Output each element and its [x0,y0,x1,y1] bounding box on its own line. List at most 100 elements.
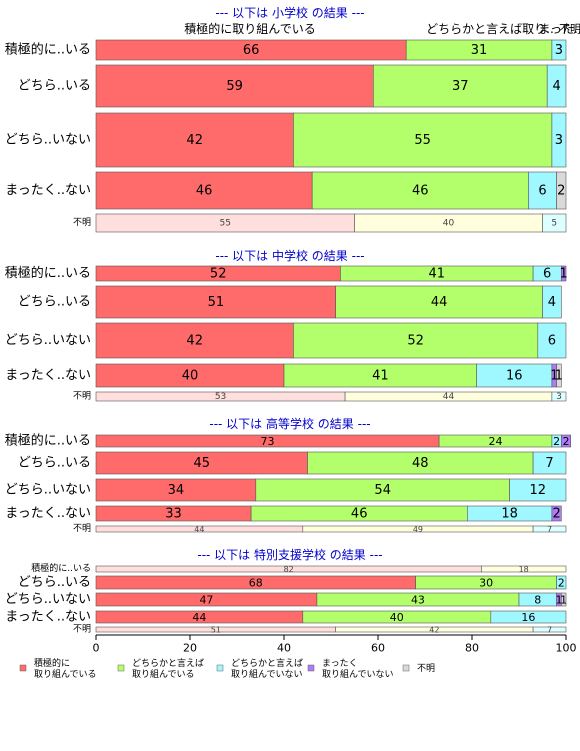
bar-segment [293,112,553,168]
data-label: 34 [168,483,185,498]
row-label: どちら..いる [18,575,91,590]
row-label: 積極的に..いる [5,42,91,58]
bar-segment [537,322,567,359]
legend-label: 不明 [417,663,435,674]
x-tick-label: 20 [183,642,197,655]
bar-segment [532,451,567,475]
data-label: 7 [545,456,553,471]
data-label: 52 [210,267,227,282]
data-label: 52 [407,334,424,349]
data-label: 41 [428,267,445,282]
section-title: --- 以下は 中学校 の結果 --- [215,248,364,263]
bar-segment [556,363,562,388]
data-label: 2 [557,184,565,199]
row-label: どちら..いる [18,456,91,471]
bar-segment [490,610,567,624]
data-label: 44 [431,295,448,310]
row-label: どちら..いない [5,133,91,148]
bar-segment [551,391,567,402]
data-label: 4 [552,79,560,94]
row-label: 不明 [73,624,91,635]
data-label: 37 [452,79,469,94]
row-label: まったく..ない [5,506,91,521]
data-label: 18 [519,565,529,574]
row-label: どちら..いない [5,333,91,348]
data-label: 44 [192,611,206,624]
data-label: 44 [443,392,455,402]
top-label: まった.. [538,22,580,36]
data-label: 40 [182,369,199,384]
row-label: 不明 [73,217,91,228]
data-label: 2 [552,507,560,522]
legend-label: まったく [322,658,358,669]
data-label: 1 [560,594,567,607]
bar-segment [551,112,567,168]
data-label: 45 [193,456,210,471]
x-tick-label: 0 [93,642,100,655]
bar-segment [528,171,557,210]
bar-segment [560,265,567,282]
section-title: --- 以下は 小学校 の結果 --- [215,5,364,20]
data-label: 47 [199,594,213,607]
data-label: 42 [429,626,439,635]
data-label: 24 [489,435,503,448]
data-label: 44 [194,525,204,534]
x-tick-label: 80 [465,642,479,655]
data-label: 4 [548,295,556,310]
data-label: 16 [506,369,523,384]
data-label: 3 [556,392,562,402]
bar-segment [532,525,567,533]
data-label: 33 [165,507,182,522]
data-label: 43 [411,594,425,607]
bar-segment [560,592,567,607]
bar-segment [532,626,567,633]
row-label: 積極的に..いる [5,433,91,449]
data-label: 55 [414,133,431,148]
data-label: 7 [547,626,552,635]
bar-segment [372,64,548,108]
data-label: 16 [521,611,535,624]
x-tick-label: 60 [371,642,385,655]
legend-swatch [307,664,315,672]
data-label: 2 [553,435,560,448]
top-label: どちらかと言えば取り.. [426,22,554,36]
data-label: 31 [471,43,488,58]
x-tick-label: 40 [277,642,291,655]
data-label: 46 [196,184,213,199]
legend-label: 取り組んでいる [34,668,97,680]
row-label: どちら..いない [5,483,91,498]
bar-segment [293,322,539,359]
row-label: まったく..ない [5,183,91,198]
data-label: 46 [351,507,368,522]
legend-swatch [19,664,27,672]
bar-segment [311,171,529,210]
section-title: --- 以下は 特別支援学校 の結果 --- [197,547,382,562]
legend-label: 取り組んでいない [231,668,303,680]
bar-segment [546,64,567,108]
data-label: 5 [551,219,557,229]
data-label: 1 [560,267,568,282]
data-label: 82 [284,565,294,574]
legend-label: どちらかと言えば [132,657,204,669]
data-label: 48 [412,456,429,471]
data-label: 18 [501,507,518,522]
bar-segment [542,213,567,233]
data-label: 42 [186,133,203,148]
data-label: 2 [558,577,565,590]
bar-segment [481,565,567,573]
row-label: 不明 [73,391,91,402]
section-title: --- 以下は 高等学校 の結果 --- [209,416,370,431]
row-label: 積極的に..いる [31,562,91,574]
data-label: 66 [243,43,260,58]
legend-label: 積極的に [34,657,70,669]
bar-segment [509,478,567,502]
data-label: 12 [530,483,547,498]
data-label: 55 [220,219,231,229]
legend-swatch [216,664,224,672]
bar-segment [542,285,562,319]
row-label: まったく..ない [5,610,91,625]
data-label: 30 [479,577,493,590]
x-tick-label: 100 [556,642,577,655]
data-label: 40 [390,611,404,624]
